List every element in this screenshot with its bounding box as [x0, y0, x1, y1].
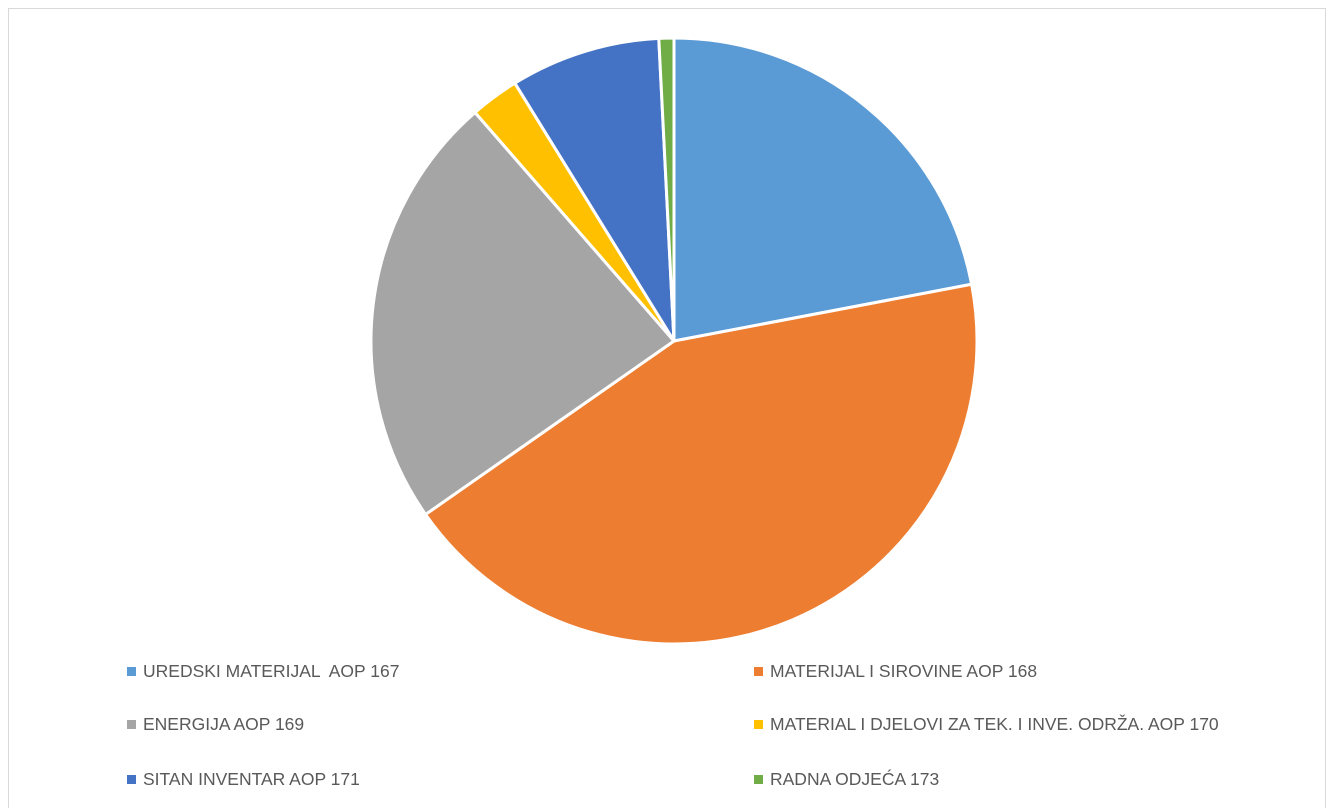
pie-slice-radna-odjeca [657, 36, 676, 343]
legend-label-uredski-materijal: UREDSKI MATERIJAL AOP 167 [143, 660, 400, 681]
pie-slice-sitan-inventar [513, 36, 676, 343]
pie-slice-materijal-i-sirovine [424, 282, 979, 646]
legend-swatch-energija [127, 719, 136, 729]
legend-item-radna-odjeca: RADNA ODJEĆA 173 [754, 767, 939, 791]
pie-slice-energija [369, 110, 676, 516]
legend-item-materijal-i-sirovine: MATERIJAL I SIROVINE AOP 168 [754, 659, 1037, 683]
legend-swatch-materijal-i-sirovine [754, 666, 763, 676]
chart-area: UREDSKI MATERIJAL AOP 167 MATERIJAL I SI… [8, 8, 1326, 808]
legend-swatch-material-i-djelovi [754, 719, 763, 729]
legend-item-material-i-djelovi: MATERIAL I DJELOVI ZA TEK. I INVE. ODRŽA… [754, 712, 1219, 736]
legend-item-sitan-inventar: SITAN INVENTAR AOP 171 [127, 767, 360, 791]
legend-swatch-sitan-inventar [127, 774, 136, 784]
pie-chart [369, 36, 979, 646]
legend-label-materijal-i-sirovine: MATERIJAL I SIROVINE AOP 168 [770, 660, 1038, 681]
legend-label-material-i-djelovi: MATERIAL I DJELOVI ZA TEK. I INVE. ODRŽA… [770, 713, 1219, 734]
legend-item-uredski-materijal: UREDSKI MATERIJAL AOP 167 [127, 659, 399, 683]
legend-label-energija: ENERGIJA AOP 169 [143, 713, 305, 734]
legend-label-sitan-inventar: SITAN INVENTAR AOP 171 [143, 768, 360, 789]
legend-swatch-uredski-materijal [127, 666, 136, 676]
legend-swatch-radna-odjeca [754, 774, 763, 784]
legend-item-energija: ENERGIJA AOP 169 [127, 712, 304, 736]
legend-label-radna-odjeca: RADNA ODJEĆA 173 [770, 768, 940, 789]
pie-slice-uredski-materijal [672, 36, 974, 343]
